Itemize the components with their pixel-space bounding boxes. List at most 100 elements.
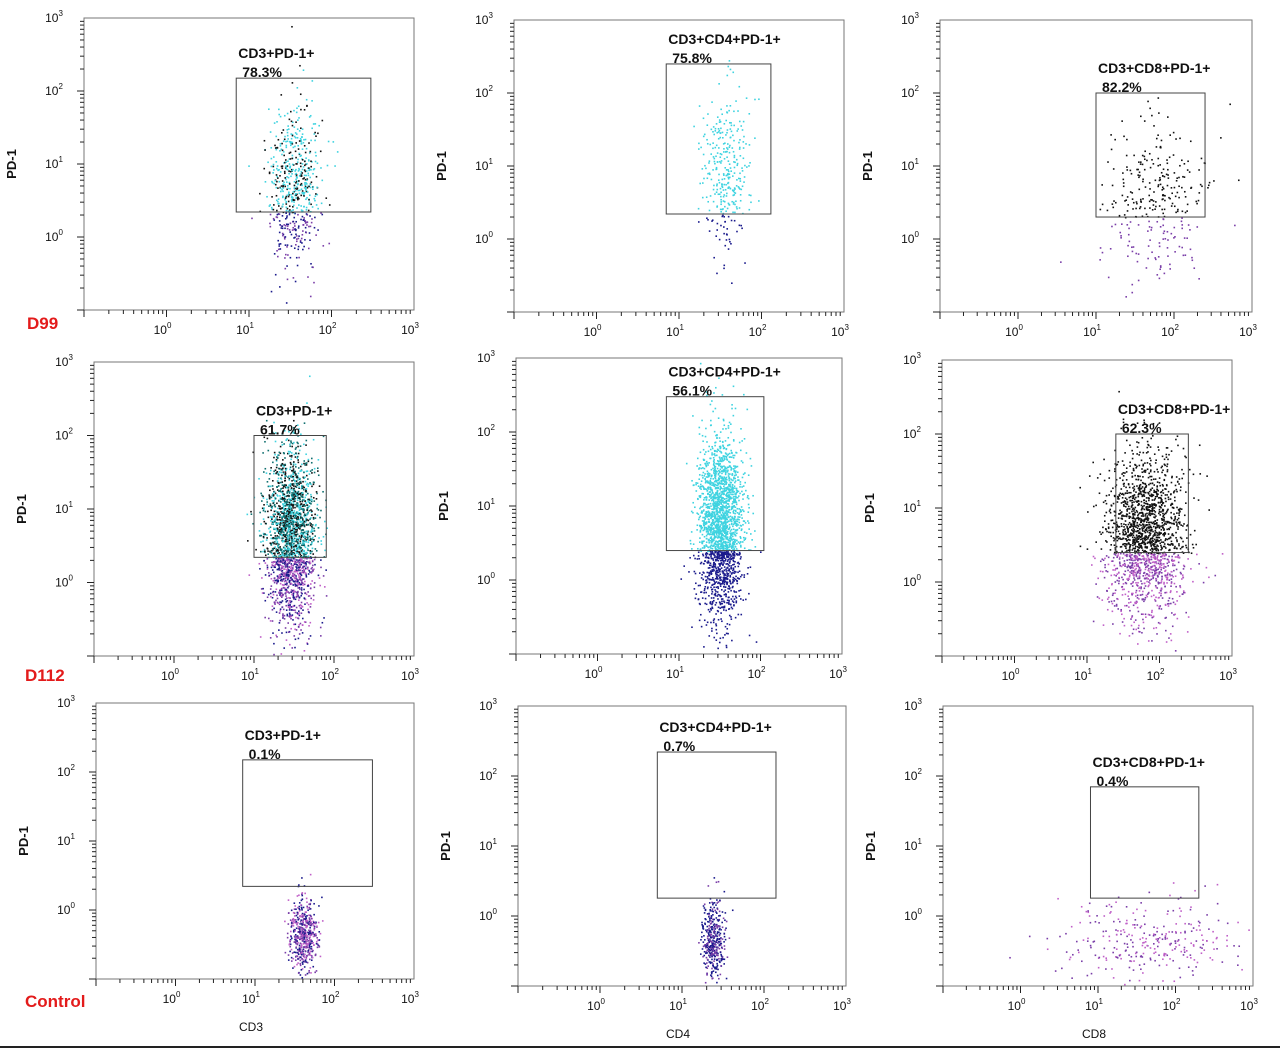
event-point — [298, 618, 300, 620]
event-point — [287, 525, 289, 527]
event-point — [299, 509, 301, 511]
event-point — [282, 233, 284, 235]
event-point — [292, 125, 294, 127]
event-point — [271, 585, 273, 587]
event-point — [280, 482, 282, 484]
event-point — [1168, 197, 1170, 199]
event-point — [303, 489, 305, 491]
event-point — [702, 572, 704, 574]
event-point — [701, 475, 703, 477]
event-point — [300, 505, 302, 507]
event-point — [1140, 206, 1142, 208]
event-point — [298, 117, 300, 119]
event-point — [698, 513, 700, 515]
event-point — [275, 147, 277, 149]
event-point — [303, 589, 305, 591]
event-point — [261, 588, 263, 590]
event-point — [280, 560, 282, 562]
event-point — [700, 530, 702, 532]
y-tick-label: 102 — [45, 82, 63, 98]
event-point — [309, 184, 311, 186]
event-point — [284, 457, 286, 459]
event-point — [306, 163, 308, 165]
event-point — [297, 593, 299, 595]
gate-percent: 78.3% — [242, 64, 282, 80]
event-point — [272, 462, 274, 464]
event-point — [702, 182, 704, 184]
event-point — [304, 476, 306, 478]
event-point — [271, 497, 273, 499]
event-point — [1138, 224, 1140, 226]
event-point — [702, 168, 704, 170]
event-point — [315, 193, 317, 195]
event-point — [284, 509, 286, 511]
event-point — [313, 497, 315, 499]
event-point — [724, 468, 726, 470]
event-point — [707, 463, 709, 465]
event-point — [298, 198, 300, 200]
event-point — [1136, 201, 1138, 203]
event-point — [295, 498, 297, 500]
event-point — [722, 524, 724, 526]
event-point — [1153, 200, 1155, 202]
event-point — [272, 565, 274, 567]
event-point — [291, 547, 293, 549]
event-point — [308, 186, 310, 188]
event-point — [726, 169, 728, 171]
event-point — [729, 122, 731, 124]
event-point — [272, 542, 274, 544]
event-point — [717, 598, 719, 600]
event-point — [689, 557, 691, 559]
event-point — [1166, 174, 1168, 176]
event-point — [1148, 221, 1150, 223]
event-point — [730, 494, 732, 496]
event-point — [304, 169, 306, 171]
event-point — [282, 191, 284, 193]
event-point — [280, 248, 282, 250]
event-point — [1155, 180, 1157, 182]
event-point — [300, 513, 302, 515]
event-point — [273, 166, 275, 168]
event-point — [292, 575, 294, 577]
event-point — [288, 193, 290, 195]
event-point — [727, 559, 729, 561]
event-point — [296, 506, 298, 508]
event-point — [301, 587, 303, 589]
event-point — [308, 545, 310, 547]
event-point — [277, 256, 279, 258]
event-point — [265, 554, 267, 556]
event-point — [300, 445, 302, 447]
event-point — [286, 215, 288, 217]
event-point — [284, 581, 286, 583]
event-point — [273, 164, 275, 166]
event-point — [711, 220, 713, 222]
event-point — [710, 562, 712, 564]
event-point — [279, 612, 281, 614]
event-point — [277, 480, 279, 482]
event-point — [289, 163, 291, 165]
event-point — [308, 520, 310, 522]
event-point — [1163, 168, 1165, 170]
event-point — [282, 503, 284, 505]
event-point — [288, 597, 290, 599]
event-point — [286, 147, 288, 149]
event-point — [310, 187, 312, 189]
event-point — [271, 544, 273, 546]
event-point — [296, 207, 298, 209]
event-point — [1198, 278, 1200, 280]
event-point — [269, 473, 271, 475]
event-point — [303, 460, 305, 462]
event-point — [303, 543, 305, 545]
event-point — [279, 514, 281, 516]
event-point — [306, 99, 308, 101]
event-point — [247, 514, 249, 516]
event-point — [290, 158, 292, 160]
event-point — [289, 524, 291, 526]
event-point — [721, 589, 723, 591]
event-point — [295, 464, 297, 466]
event-point — [273, 654, 275, 656]
event-point — [312, 206, 314, 208]
event-point — [294, 538, 296, 540]
event-point — [304, 581, 306, 583]
event-point — [741, 491, 743, 493]
